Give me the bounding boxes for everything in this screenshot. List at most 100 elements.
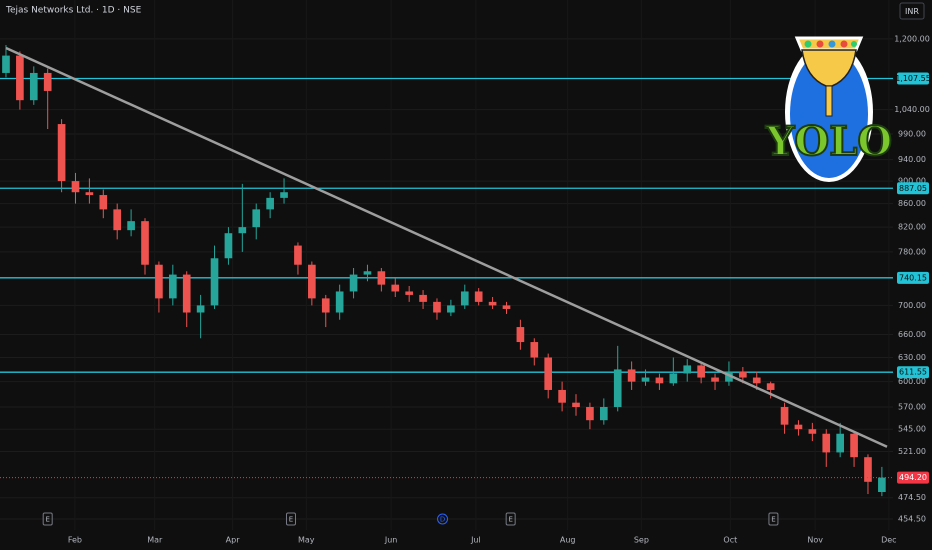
candle-body (586, 407, 594, 421)
candle-body (850, 433, 858, 458)
candle-body (196, 305, 205, 313)
level-label: 887.05 (899, 184, 927, 193)
event-marker[interactable] (437, 513, 449, 525)
candle-body (544, 357, 553, 390)
candle-body (308, 264, 316, 299)
candle-body (2, 55, 10, 73)
candle-body (697, 365, 705, 378)
candle-body (780, 407, 789, 425)
candle-body (808, 429, 817, 434)
y-tick-label: 860.00 (898, 199, 926, 208)
candle-body (502, 305, 511, 309)
candle-body (349, 274, 358, 292)
candle-body (224, 233, 233, 259)
y-tick-label: 660.00 (898, 330, 926, 339)
level-badge (897, 366, 929, 379)
candle-body (280, 192, 288, 198)
candle-body (530, 342, 539, 358)
y-tick-label: 454.50 (898, 514, 926, 523)
y-tick-label: 900.00 (898, 177, 926, 186)
y-tick-label: 820.00 (898, 223, 926, 232)
y-tick-label: 940.00 (898, 155, 926, 164)
grid (0, 38, 893, 520)
event-marker[interactable] (505, 512, 516, 526)
candle-body (613, 369, 622, 408)
x-tick-label: Dec (881, 536, 896, 545)
x-tick-label: Aug (560, 536, 576, 545)
x-tick-label: Apr (226, 536, 241, 545)
candle-body (878, 477, 886, 492)
event-label[interactable]: E (771, 516, 775, 524)
event-label[interactable]: E (289, 516, 293, 524)
y-tick-label: 700.00 (898, 301, 926, 310)
candle-body (238, 227, 247, 234)
y-tick-label: 474.50 (898, 493, 926, 502)
x-tick-label: Sep (634, 536, 649, 545)
candle-body (419, 294, 427, 302)
y-tick-label: 780.00 (898, 247, 926, 256)
candle-body (711, 377, 719, 382)
candle-body (433, 301, 441, 313)
plot-area (0, 45, 893, 497)
x-tick-label: Oct (723, 536, 737, 545)
last-price-badge (897, 471, 929, 484)
candle-body (627, 369, 636, 382)
level-badge (897, 72, 929, 85)
currency[interactable]: INR (905, 7, 919, 16)
candle-body (558, 389, 566, 403)
event-marker[interactable] (768, 512, 779, 526)
candle-body (447, 305, 455, 313)
sticker-text: YOLO (765, 118, 892, 165)
candle-body (252, 209, 261, 228)
candle-body (572, 402, 580, 408)
candle-body (655, 377, 664, 384)
y-tick-label: 600.00 (898, 377, 926, 386)
last-price-label: 494.20 (899, 473, 927, 482)
candle-body (71, 181, 80, 193)
candle-body (321, 298, 330, 313)
candle-body (141, 221, 149, 265)
sticker: YOLO (764, 36, 893, 182)
level-badge (897, 182, 929, 195)
candle-body (29, 72, 38, 101)
candle-body (294, 245, 302, 265)
candle-body (822, 433, 831, 453)
candle-body (99, 195, 108, 210)
event-label[interactable]: E (508, 516, 512, 524)
level-label: 1,107.55 (895, 74, 931, 83)
candle-body (16, 55, 24, 101)
candle-body (335, 291, 344, 313)
candle-body (182, 274, 191, 313)
candle-body (836, 433, 844, 453)
level-label: 740.15 (899, 273, 927, 282)
event-label[interactable]: E (45, 516, 49, 524)
candle-body (488, 301, 497, 306)
candle-body (43, 72, 52, 91)
x-tick-label: Jul (470, 536, 481, 545)
candle-body (391, 284, 400, 292)
level-badge (897, 271, 929, 284)
trendline (5, 46, 888, 448)
chart-title: Tejas Networks Ltd. · 1D · NSE (5, 6, 142, 16)
candle-body (405, 291, 413, 295)
y-tick-label: 521.00 (898, 447, 926, 456)
candle-body (669, 373, 678, 384)
x-tick-label: Mar (147, 536, 163, 545)
candle-body (460, 291, 469, 306)
candle-body (752, 377, 761, 384)
candle-body (155, 264, 163, 299)
currency-box[interactable] (899, 2, 925, 20)
event-marker[interactable] (42, 512, 53, 526)
candle-body (683, 365, 692, 374)
candle-body (641, 377, 650, 382)
candle-body (766, 383, 775, 390)
candle-body (168, 274, 177, 299)
x-tick-label: Nov (807, 536, 823, 545)
level-label: 611.55 (899, 368, 927, 377)
candle-body (516, 327, 525, 343)
y-tick-label: 1,040.00 (894, 105, 930, 114)
event-label[interactable]: D (440, 516, 445, 524)
event-marker[interactable] (285, 512, 296, 526)
